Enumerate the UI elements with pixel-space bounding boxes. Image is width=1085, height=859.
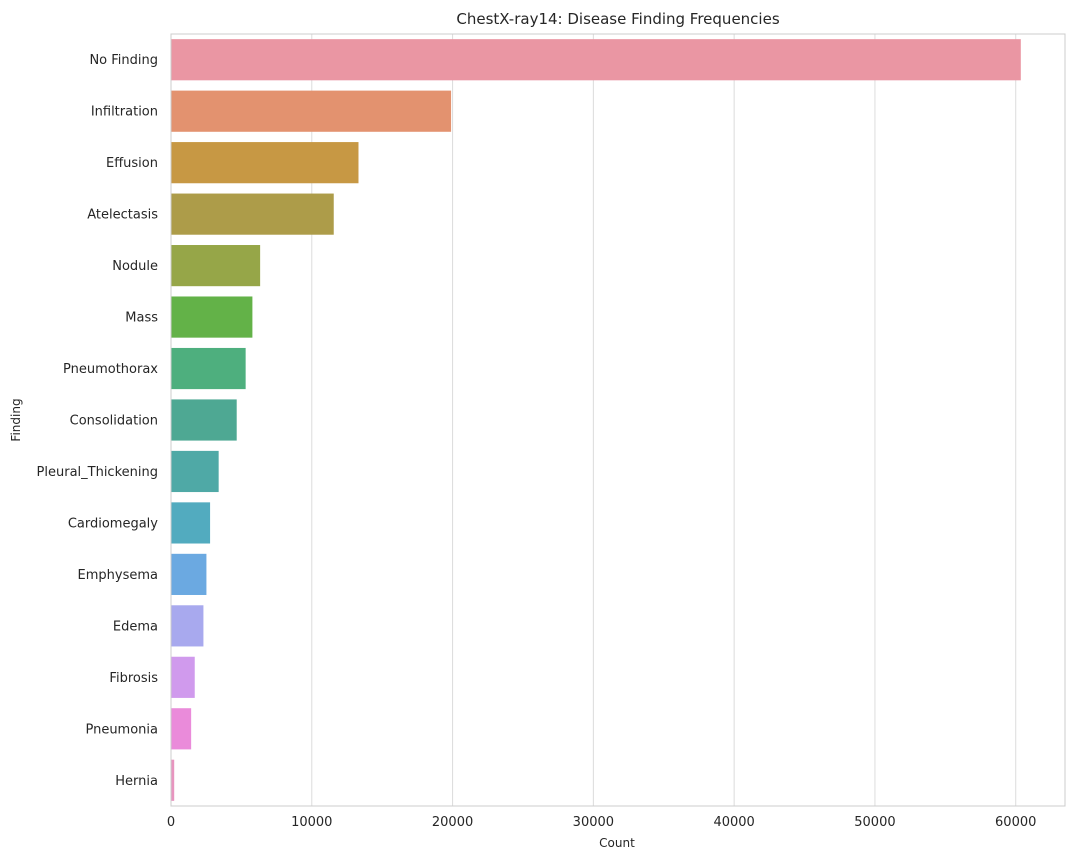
y-tick-label: Fibrosis: [109, 671, 158, 686]
bar-effusion: [171, 142, 359, 184]
y-tick-label: Pneumonia: [85, 722, 158, 737]
bar-emphysema: [171, 553, 207, 595]
y-tick-labels: No Finding Infiltration Effusion Atelectasi…: [37, 53, 159, 789]
plot-frame: [170, 33, 1066, 807]
y-tick-label: Cardiomegaly: [68, 516, 158, 531]
x-axis-label: Count: [599, 836, 635, 850]
bar-fibrosis: [171, 656, 195, 698]
y-tick-label: Pleural_Thickening: [37, 465, 158, 480]
y-tick-label: Pneumothorax: [63, 362, 158, 377]
bar-pneumothorax: [171, 347, 246, 390]
y-tick-label: Edema: [113, 619, 158, 634]
x-tick-label: 60000: [995, 815, 1036, 830]
bar-infiltration: [171, 90, 452, 132]
bar-edema: [171, 605, 204, 647]
y-tick-label: No Finding: [89, 53, 158, 68]
y-tick-label: Nodule: [112, 259, 158, 274]
y-tick-label: Infiltration: [91, 105, 158, 120]
bar-pneumonia: [171, 708, 192, 750]
x-tick-labels: 0 10000 20000 30000 40000 50000 60000: [167, 815, 1037, 830]
chart-title: ChestX-ray14: Disease Finding Frequencie…: [456, 10, 779, 28]
x-tick-label: 40000: [713, 815, 754, 830]
x-tick-label: 10000: [291, 815, 332, 830]
y-axis-label: Finding: [9, 398, 23, 441]
x-tick-label: 0: [167, 815, 175, 830]
x-tick-label: 30000: [573, 815, 614, 830]
bar-nodule: [171, 245, 261, 287]
y-tick-label: Effusion: [106, 156, 158, 171]
y-tick-label: Hernia: [115, 774, 158, 789]
y-tick-label: Emphysema: [78, 568, 158, 583]
bar-pleural-thickening: [171, 450, 219, 493]
bar-no-finding: [171, 39, 1021, 81]
bar-hernia: [171, 759, 175, 801]
x-tick-label: 50000: [854, 815, 895, 830]
bar-mass: [171, 296, 253, 338]
bars: [171, 39, 1021, 801]
bar-cardiomegaly: [171, 502, 211, 544]
y-tick-label: Mass: [125, 311, 158, 326]
y-tick-label: Consolidation: [70, 414, 158, 429]
bar-consolidation: [171, 399, 237, 441]
bar-atelectasis: [171, 193, 334, 235]
y-tick-label: Atelectasis: [87, 208, 158, 223]
x-tick-label: 20000: [432, 815, 473, 830]
